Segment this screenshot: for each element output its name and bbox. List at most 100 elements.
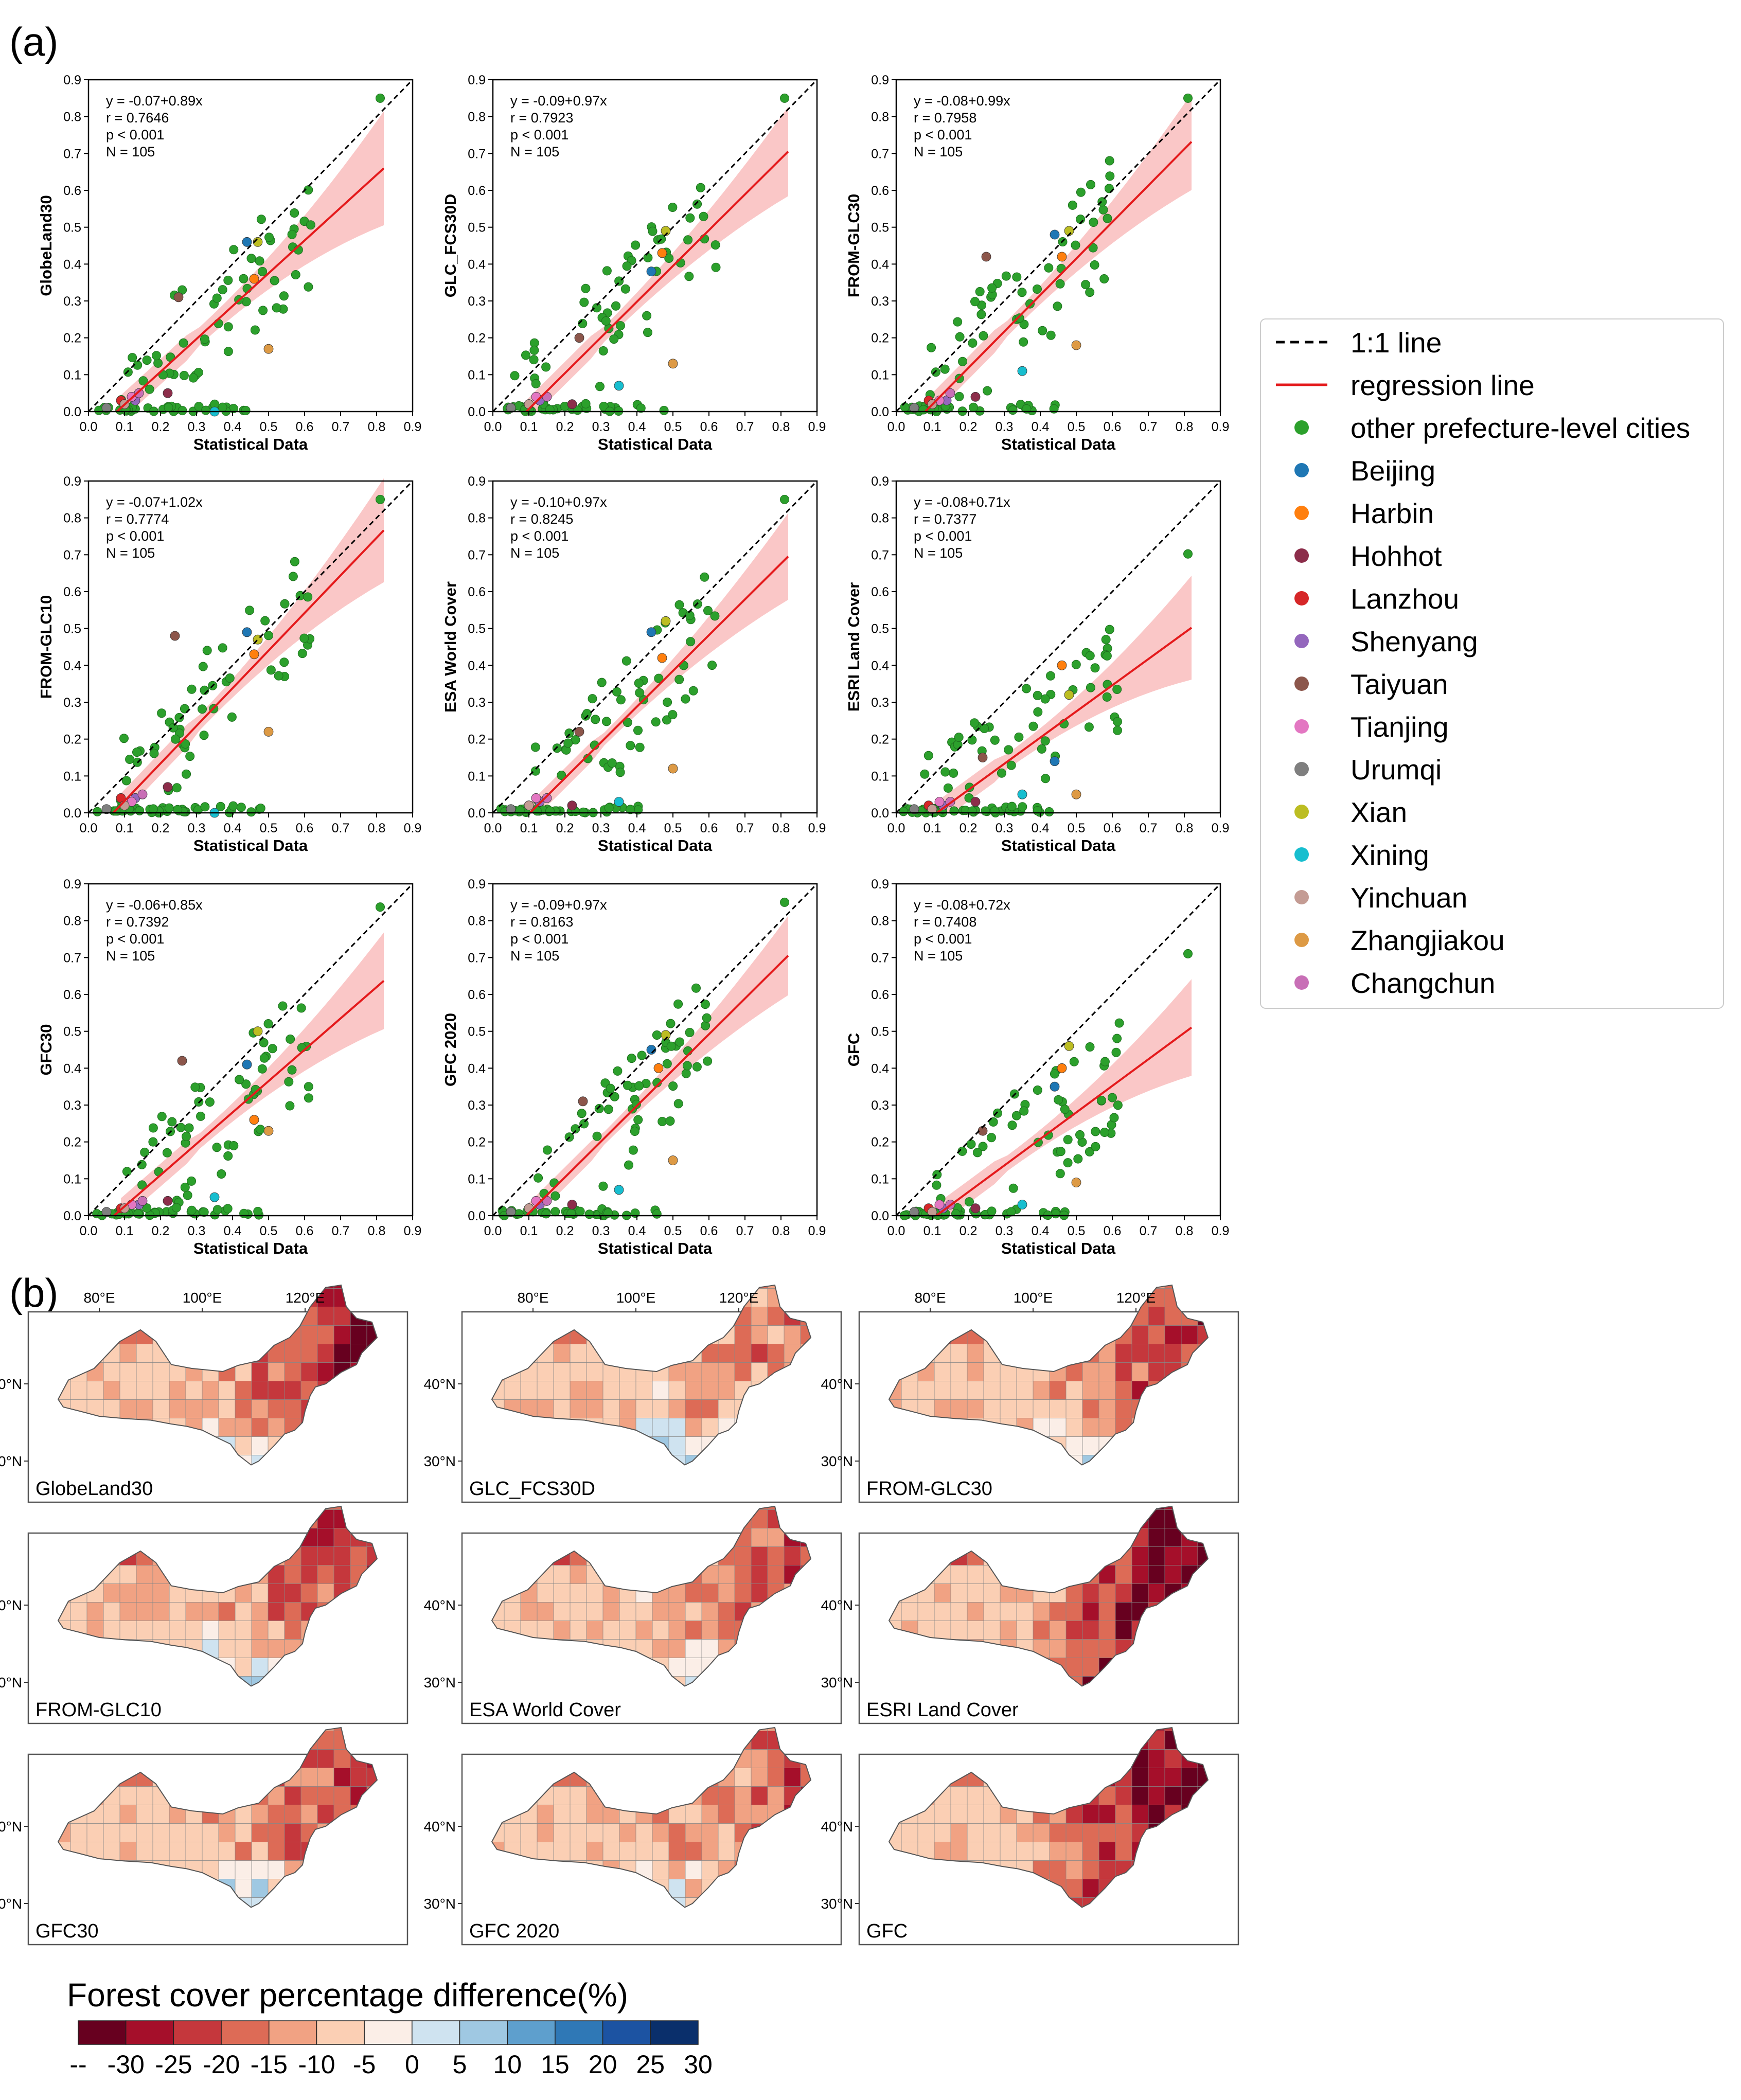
point-other-city [263,1019,273,1028]
map-region [152,1620,170,1640]
map-region [317,1527,334,1547]
map-region [553,1343,571,1363]
map-region [152,1399,170,1418]
map-region [251,1362,269,1381]
point-other-city [183,1190,192,1200]
map-region [152,1509,170,1528]
map-region [284,1601,301,1621]
point-other-city [182,769,191,779]
point-zhangjiakou [263,344,274,354]
colorbar-tick-label: 0 [405,2050,419,2079]
point-other-city [1025,299,1035,309]
point-other-city [153,358,163,368]
map-region [934,1380,951,1400]
y-axis-label: GFC 2020 [441,1013,459,1087]
point-other-city [1019,337,1028,347]
y-axis-label: GFC [845,1033,863,1066]
x-tick-label: 0.9 [808,420,826,434]
point-taiyuan [173,292,184,302]
scatter-panel-4: 0.00.00.10.10.20.20.30.30.40.40.50.50.60… [37,474,421,855]
legend-dot-swatch [1294,805,1309,819]
map-region [652,1841,669,1861]
point-other-city [683,235,693,245]
map-region [1148,1804,1165,1824]
legend-dot-swatch [1294,677,1309,691]
y-tick-label: 0.7 [871,951,889,965]
map-label: GFC30 [35,1920,98,1942]
legend-label: Tianjing [1351,711,1449,743]
map-region [570,1288,587,1307]
map-region [967,1730,984,1750]
map-region [317,1285,334,1289]
point-other-city [622,261,632,271]
point-other-city [780,897,789,907]
point-beijing [242,237,252,247]
lat-tick-label: 40°N [821,1597,853,1613]
point-other-city [1109,1113,1119,1123]
y-tick-label: 0.9 [871,474,889,489]
map-region [268,1288,285,1307]
map-region [103,1601,120,1621]
x-tick-label: 0.8 [1176,420,1194,434]
map-region [619,1380,636,1400]
point-other-city [132,748,141,757]
map-region [1016,1730,1034,1750]
point-harbin [249,1115,259,1125]
point-other-city [1085,288,1095,297]
map-region [350,1767,367,1787]
point-other-city [1015,313,1024,323]
map-region [734,1804,752,1824]
map-region [917,1285,935,1289]
map-region [553,1564,571,1584]
map-region [701,1860,719,1879]
point-other-city [1033,690,1042,700]
map-region [1082,1417,1099,1437]
regression-line [529,556,789,814]
point-other-city [284,1077,294,1087]
y-tick-label: 0.1 [63,368,81,382]
map-region [1131,1786,1149,1805]
map-region [950,1804,968,1824]
lon-tick-label: 80°E [517,1290,548,1306]
point-other-city [634,679,644,688]
confidence-band [121,478,384,813]
map-region [1181,1509,1198,1528]
point-other-city [1069,1057,1079,1066]
x-tick-label: 0.7 [736,1224,754,1238]
map-region [1065,1878,1083,1898]
map-region [934,1399,951,1418]
point-other-city [1063,1158,1073,1168]
map-region [169,1730,186,1750]
legend-item: Urumqi [1294,754,1442,786]
map-region [751,1325,768,1344]
point-other-city [190,1082,200,1092]
y-tick-label: 0.7 [468,548,486,562]
x-tick-label: 0.7 [332,420,350,434]
map-region [652,1620,669,1640]
point-other-city [256,1125,265,1134]
point-other-city [259,1053,269,1063]
legend-label: regression line [1351,369,1535,401]
map-region [1065,1639,1083,1658]
legend-label: other prefecture-level cities [1351,412,1690,444]
map-region [751,1583,768,1603]
map-region [635,1620,653,1640]
map-region [751,1527,768,1547]
point-beijing [1050,229,1060,240]
colorbar-tick-label: 25 [636,2050,665,2079]
point-xining [1017,789,1027,799]
y-tick-label: 0.9 [468,877,486,892]
legend-dot-swatch [1294,548,1309,563]
map-region [1000,1601,1017,1621]
point-other-city [1084,722,1094,732]
point-other-city [967,806,977,816]
point-other-city [376,494,385,504]
map-region [152,1823,170,1842]
map-region [300,1285,318,1289]
y-tick-label: 0.4 [871,257,889,272]
map-region [917,1509,935,1528]
y-tick-label: 0.4 [468,1061,486,1076]
legend-label: 1:1 line [1351,327,1442,359]
map-region [635,1601,653,1621]
point-other-city [171,1203,181,1213]
